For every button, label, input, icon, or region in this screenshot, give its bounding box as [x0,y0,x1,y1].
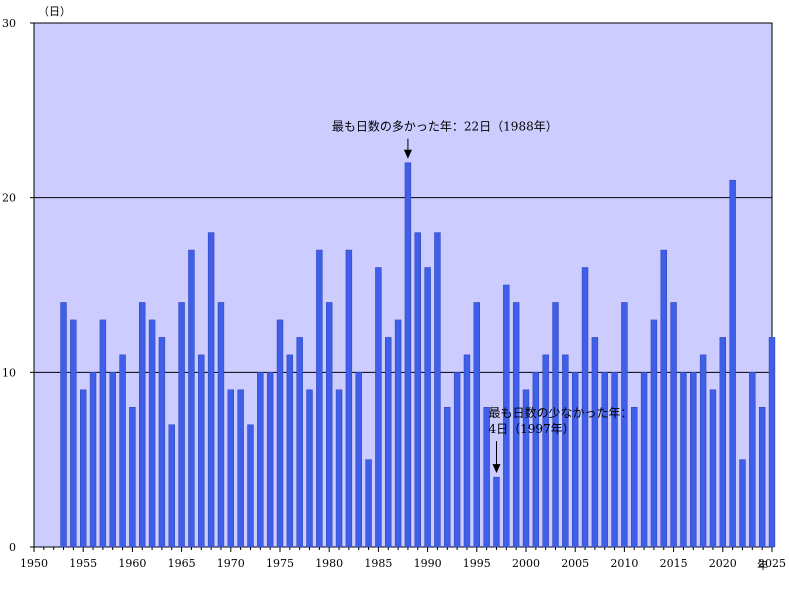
annotation-text: 最も日数の多かった年：22日（1988年） [332,119,558,134]
x-tick-label: 1960 [118,557,146,570]
x-tick-label: 1985 [364,557,392,570]
bar-2020 [719,337,726,548]
bar-1989 [414,232,421,548]
bar-1985 [375,267,382,548]
bar-2019 [709,389,717,548]
bar-2015 [670,302,677,548]
bar-1972 [247,424,254,548]
x-tick-label: 1965 [168,557,196,570]
x-tick-label: 1970 [217,557,245,570]
bar-1994 [463,354,471,548]
bar-2007 [591,337,599,548]
bar-2002 [542,354,549,548]
bar-1958 [109,372,116,548]
x-tick-label: 1975 [266,557,294,570]
bar-2001 [532,372,540,548]
bar-2017 [690,372,697,548]
bar-2013 [650,319,658,548]
bar-1968 [207,232,215,548]
annotation-arrow-head [492,464,501,474]
bar-1966 [188,249,195,548]
bar-2018 [699,354,707,548]
x-tick-label: 1995 [463,557,491,570]
bar-2004 [562,354,569,548]
bar-1955 [80,389,87,548]
x-tick-label: 1950 [20,557,48,570]
bar-1959 [119,354,126,548]
x-tick-label: 1980 [315,557,343,570]
bar-2009 [611,372,618,548]
bar-1995 [473,302,481,548]
bar-1967 [198,354,205,548]
y-tick-label: 0 [9,541,16,554]
bar-1981 [335,389,343,548]
x-tick-label: 2015 [660,557,688,570]
bar-1986 [385,337,392,548]
bar-1975 [276,319,284,548]
annotation-arrow-head [403,149,412,159]
bar-1978 [306,389,313,548]
y-tick-label: 20 [2,192,16,205]
bar-1991 [434,232,441,548]
x-tick-label: 1955 [69,557,97,570]
x-tick-label: 2010 [610,557,638,570]
bar-1961 [139,302,146,548]
x-tick-label: 2005 [561,557,589,570]
bar-1987 [394,319,402,548]
x-axis-label: 年 [757,558,768,572]
bar-1983 [355,372,362,548]
bar-1974 [266,372,274,548]
bar-1993 [453,372,461,548]
bar-2021 [729,179,736,548]
y-axis-label: （日） [38,5,71,18]
bar-1992 [444,407,451,548]
bar-2023 [749,372,756,548]
bar-1970 [227,389,235,548]
bar-1969 [217,302,225,548]
bar-1971 [237,389,244,548]
bar-1997 [493,476,500,548]
bar-1957 [99,319,107,548]
bar-1988 [404,162,412,548]
bar-1990 [424,267,431,548]
x-tick-label: 2025 [758,557,786,570]
bar-1963 [158,337,166,548]
bar-1965 [178,302,185,548]
bar-1980 [326,302,333,548]
bar-2022 [739,459,746,548]
x-tick-label: 1990 [414,557,442,570]
bar-1953 [60,302,67,548]
bar-1982 [345,249,353,548]
bar-1984 [365,459,372,548]
bar-1976 [286,354,294,548]
bar-1954 [70,319,77,548]
bar-1977 [296,337,303,548]
bar-2025 [768,337,776,548]
bar-1960 [129,407,136,548]
plot-area [33,22,773,548]
bar-2014 [660,249,667,548]
x-tick-label: 2000 [512,557,540,570]
bar-2016 [680,372,687,548]
annotation-text: 4日（1997年） [488,422,574,436]
bar-2005 [572,372,579,548]
y-tick-label: 10 [2,366,16,379]
bar-2012 [640,372,648,548]
y-tick-label: 30 [2,17,16,30]
bar-1979 [316,249,323,548]
bar-2011 [631,407,638,548]
bar-2024 [758,407,766,548]
x-tick-label: 2020 [709,557,737,570]
bar-1956 [89,372,97,548]
bar-2010 [621,302,628,548]
annotation-text: 最も日数の少なかった年： [488,405,632,420]
bar-1973 [257,372,264,548]
bar-1964 [168,424,175,548]
bar-2008 [601,372,608,548]
bar-1962 [148,319,156,548]
